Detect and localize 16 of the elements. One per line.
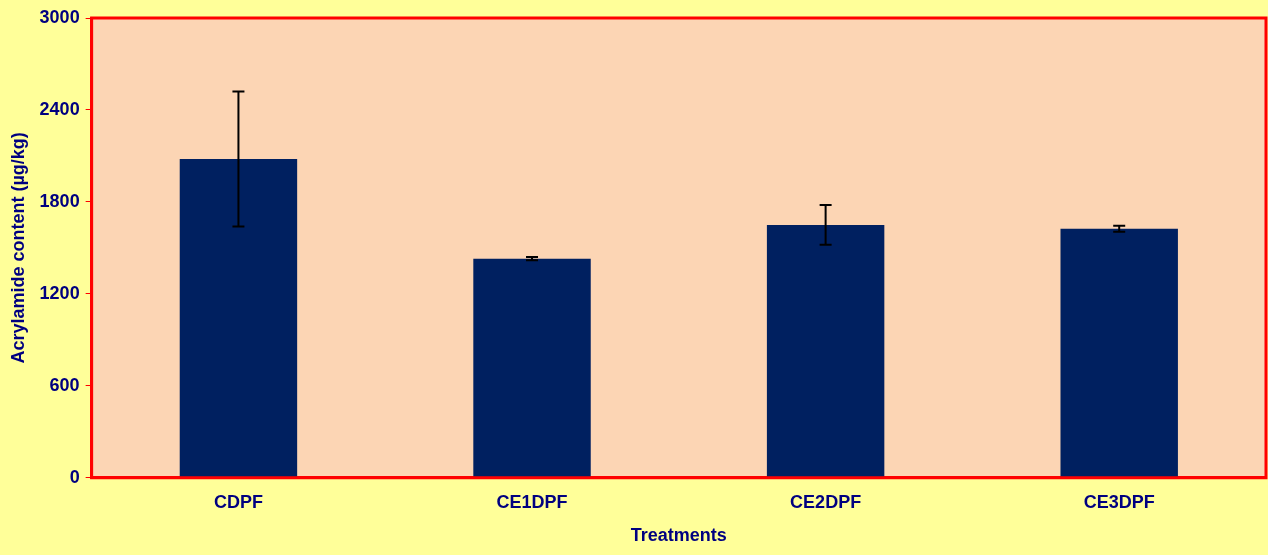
x-tick-label: CE1DPF <box>496 491 568 512</box>
x-axis-title: Treatments <box>630 525 727 546</box>
x-tick-label: CDPF <box>213 491 263 512</box>
y-tick-label: 1800 <box>39 190 80 211</box>
bar <box>179 159 298 478</box>
bar <box>473 258 591 478</box>
y-tick-label: 600 <box>49 374 80 395</box>
x-tick-label: CE2DPF <box>790 491 862 512</box>
bar <box>1060 228 1178 478</box>
y-axis-title: Acrylamide content (µg/kg) <box>7 132 28 364</box>
y-tick-label: 0 <box>69 466 80 487</box>
y-tick-label: 1200 <box>39 282 80 303</box>
bar <box>766 224 885 478</box>
y-tick-label: 3000 <box>39 6 80 27</box>
y-tick-label: 2400 <box>39 98 80 119</box>
x-tick-label: CE3DPF <box>1083 491 1155 512</box>
